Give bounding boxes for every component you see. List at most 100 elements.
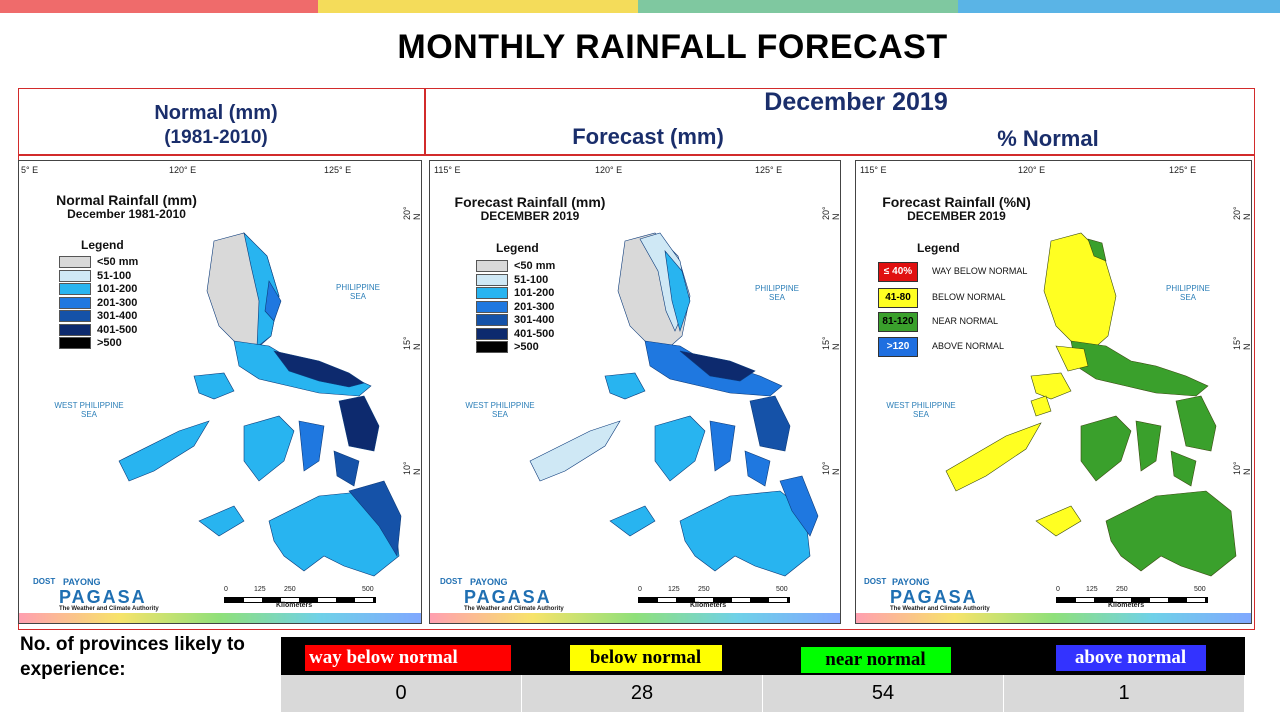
- chip-way-below-normal: way below normal: [305, 645, 511, 671]
- legend-item: 201-300: [59, 297, 137, 309]
- scale-tick: 0: [1056, 586, 1060, 593]
- scale-tick: 500: [776, 586, 788, 593]
- coord-lon1: 5° E: [21, 165, 39, 175]
- legend-item: >500: [59, 337, 122, 350]
- coord-lat1: 20° N: [1232, 206, 1252, 220]
- count-way-below-normal: 0: [281, 675, 522, 712]
- scale-unit: Kilometers: [1108, 602, 1145, 609]
- header-percent-normal: % Normal: [997, 126, 1099, 151]
- legend-swatch: [59, 283, 91, 296]
- legend-tag: ≤ 40%: [878, 262, 918, 282]
- provinces-label-line1: No. of provinces likely to: [20, 634, 245, 655]
- legend-swatch: [59, 323, 91, 336]
- legend-label: ABOVE NORMAL: [932, 341, 1005, 351]
- scale-bar: [638, 597, 790, 603]
- header-frame-normal: [18, 88, 426, 156]
- count-above-normal: 1: [1003, 675, 1245, 712]
- scale-tick: 250: [1116, 586, 1128, 593]
- header-normal-line2: (1981-2010): [164, 127, 268, 148]
- legend-label: >500: [514, 341, 539, 353]
- coord-lon1: 115° E: [434, 165, 461, 175]
- legend-label: 401-500: [514, 327, 555, 340]
- map-title-forecast-1: Forecast Rainfall (mm): [454, 194, 606, 210]
- scale-tick: 125: [668, 586, 680, 593]
- logo-payong-forecast: PAYONG: [470, 577, 508, 587]
- category-way-below-normal: way below normal: [281, 637, 522, 675]
- sea-west-percent: WEST PHILIPPINE SEA: [886, 401, 956, 419]
- scale-bar: [224, 597, 376, 603]
- philippines-map-forecast: [430, 161, 840, 623]
- legend-swatch: [59, 337, 91, 350]
- map-panel-normal: 5° E 120° E 125° E 20° N 15° N 10° N Nor…: [18, 160, 422, 624]
- map-panel-forecast: 115° E 120° E 125° E 20° N 15° N 10° N F…: [429, 160, 841, 624]
- legend-label: 101-200: [514, 287, 555, 299]
- scale-tick: 125: [254, 586, 266, 593]
- coord-lat1: 20° N: [821, 206, 841, 220]
- legend-title-forecast: Legend: [496, 241, 539, 255]
- sea-east-percent: PHILIPPINE SEA: [1165, 284, 1210, 302]
- page-title: MONTHLY RAINFALL FORECAST: [397, 28, 948, 66]
- map-title-percent-1: Forecast Rainfall (%N): [882, 194, 1031, 210]
- category-below-normal: below normal: [521, 637, 763, 675]
- map-title-percent-2: DECEMBER 2019: [907, 209, 1006, 223]
- legend-label: <50 mm: [97, 256, 139, 268]
- header-period: December 2019: [764, 88, 948, 116]
- logo-payong-percent: PAYONG: [892, 577, 930, 587]
- map-title-normal-1: Normal Rainfall (mm): [56, 192, 197, 208]
- scale-tick: 0: [224, 586, 228, 593]
- legend-title-normal: Legend: [81, 238, 124, 252]
- legend-item: 101-200: [59, 283, 137, 296]
- logo-tagline-normal: The Weather and Climate Authority: [59, 606, 159, 612]
- legend-item: 51-100: [59, 270, 131, 282]
- coord-lon2: 120° E: [595, 165, 623, 175]
- category-near-normal: near normal: [762, 637, 1004, 675]
- legend-swatch: [476, 341, 508, 354]
- category-above-normal: above normal: [1003, 637, 1245, 675]
- legend-title-percent: Legend: [917, 241, 960, 255]
- legend-label: 301-400: [514, 314, 555, 326]
- spectrum-forecast: [430, 613, 840, 623]
- coord-lat3: 10° N: [821, 461, 841, 475]
- scale-tick: 0: [638, 586, 642, 593]
- legend-tag: 81-120: [878, 312, 918, 332]
- legend-swatch: [59, 310, 91, 323]
- legend-tag: 41-80: [878, 288, 918, 308]
- scale-unit: Kilometers: [690, 602, 727, 609]
- legend-item: >500: [476, 341, 539, 354]
- sea-west-normal: WEST PHILIPPINE SEA: [54, 401, 124, 419]
- legend-label: 51-100: [514, 273, 549, 286]
- legend-label: WAY BELOW NORMAL: [932, 266, 1028, 276]
- chip-near-normal: near normal: [800, 647, 951, 673]
- legend-label: <50 mm: [514, 260, 556, 272]
- province-count-table: way below normal below normal near norma…: [281, 637, 1245, 712]
- legend-item: 401-500: [476, 328, 554, 340]
- coord-lat2: 15° N: [1232, 336, 1252, 350]
- logo-dost-normal: DOST: [33, 577, 56, 586]
- header-forecast: Forecast (mm): [572, 124, 724, 149]
- legend-label: BELOW NORMAL: [932, 292, 1006, 302]
- sea-east-normal: PHILIPPINE SEA: [335, 283, 380, 301]
- map-panel-percent: 115° E 120° E 125° E 20° N 15° N 10° N F…: [855, 160, 1252, 624]
- logo-pagasa-normal: PAGASA: [59, 587, 147, 607]
- spectrum-percent: [856, 613, 1251, 623]
- scale-bar: [1056, 597, 1208, 603]
- legend-item: <50 mm: [476, 260, 556, 273]
- legend-label: 201-300: [514, 300, 555, 313]
- sea-east-forecast: PHILIPPINE SEA: [754, 284, 799, 302]
- header-normal-line1: Normal (mm): [154, 102, 278, 124]
- legend-swatch: [476, 260, 508, 273]
- legend-swatch: [59, 269, 91, 282]
- sea-west-forecast: WEST PHILIPPINE SEA: [465, 401, 535, 419]
- count-below-normal: 28: [521, 675, 763, 712]
- header-frame-forecast: [424, 88, 1255, 156]
- legend-swatch: [476, 314, 508, 327]
- legend-label: 301-400: [97, 310, 138, 322]
- chip-below-normal: below normal: [569, 645, 722, 671]
- table-header-row: way below normal below normal near norma…: [281, 637, 1245, 675]
- legend-swatch: [476, 300, 508, 313]
- legend-label: 51-100: [97, 269, 132, 282]
- legend-item: 301-400: [476, 314, 555, 327]
- coord-lat3: 10° N: [402, 461, 422, 475]
- legend-label: 401-500: [97, 323, 138, 336]
- logo-tagline-percent: The Weather and Climate Authority: [890, 606, 990, 612]
